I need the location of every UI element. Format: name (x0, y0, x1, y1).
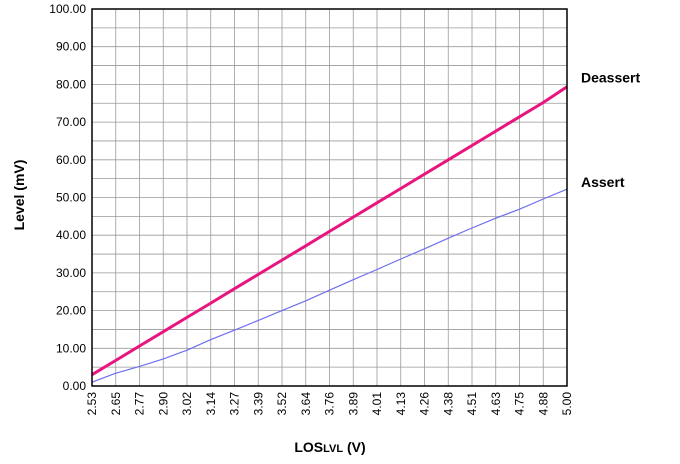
x-tick-label: 3.76 (323, 392, 337, 416)
y-tick-label: 90.00 (56, 40, 86, 54)
y-tick-label: 10.00 (56, 341, 86, 355)
x-tick-label: 3.27 (228, 392, 242, 416)
y-tick-label: 30.00 (56, 266, 86, 280)
x-tick-label: 3.89 (346, 392, 360, 416)
y-tick-label: 50.00 (56, 191, 86, 205)
x-tick-label: 4.01 (370, 392, 384, 416)
x-tick-label: 4.26 (418, 392, 432, 416)
y-tick-labels: 0.00 10.00 20.00 30.00 40.00 50.00 60.00 70.00 8… (49, 2, 86, 393)
x-tick-label: 4.51 (465, 392, 479, 416)
grid-lines (91, 8, 568, 387)
x-tick-label: 4.38 (441, 392, 455, 416)
x-axis-title: LOSLVL (V) (294, 439, 365, 455)
series-label-assert: Assert (581, 174, 625, 190)
x-tick-label: 3.14 (204, 392, 218, 416)
x-tick-label: 3.52 (275, 392, 289, 416)
y-tick-label: 60.00 (56, 153, 86, 167)
series-line-assert (91, 188, 568, 383)
x-axis-title-unit: (V) (343, 439, 366, 455)
y-axis-title: Level (mV) (11, 160, 27, 231)
x-tick-label: 2.53 (85, 392, 99, 416)
x-tick-label: 5.00 (560, 392, 574, 416)
x-tick-label: 2.65 (109, 392, 123, 416)
y-tick-label: 0.00 (63, 379, 87, 393)
y-tick-label: 40.00 (56, 228, 86, 242)
y-tick-label: 100.00 (49, 2, 86, 16)
y-tick-label: 70.00 (56, 115, 86, 129)
x-tick-label: 4.88 (536, 392, 550, 416)
series-labels: Deassert Assert (581, 70, 640, 191)
x-tick-labels: 2.53 2.65 2.77 2.90 3.02 3.14 3.27 3.39 3.52 3.64… (85, 392, 574, 416)
x-tick-label: 3.02 (180, 392, 194, 416)
x-tick-label: 2.90 (156, 392, 170, 416)
series-label-deassert: Deassert (581, 70, 640, 86)
x-axis-title-subscript: LVL (323, 443, 343, 455)
x-axis-title-main: LOS (294, 439, 323, 455)
y-tick-label: 80.00 (56, 77, 86, 91)
series-line-deassert (91, 85, 568, 376)
x-tick-label: 4.13 (394, 392, 408, 416)
x-tick-label: 4.63 (489, 392, 503, 416)
x-tick-label: 2.77 (133, 392, 147, 416)
x-tick-label: 3.64 (299, 392, 313, 416)
y-tick-label: 20.00 (56, 304, 86, 318)
x-tick-label: 3.39 (251, 392, 265, 416)
plot-frame (91, 8, 568, 387)
x-tick-label: 4.75 (513, 392, 527, 416)
series-lines (91, 85, 568, 383)
